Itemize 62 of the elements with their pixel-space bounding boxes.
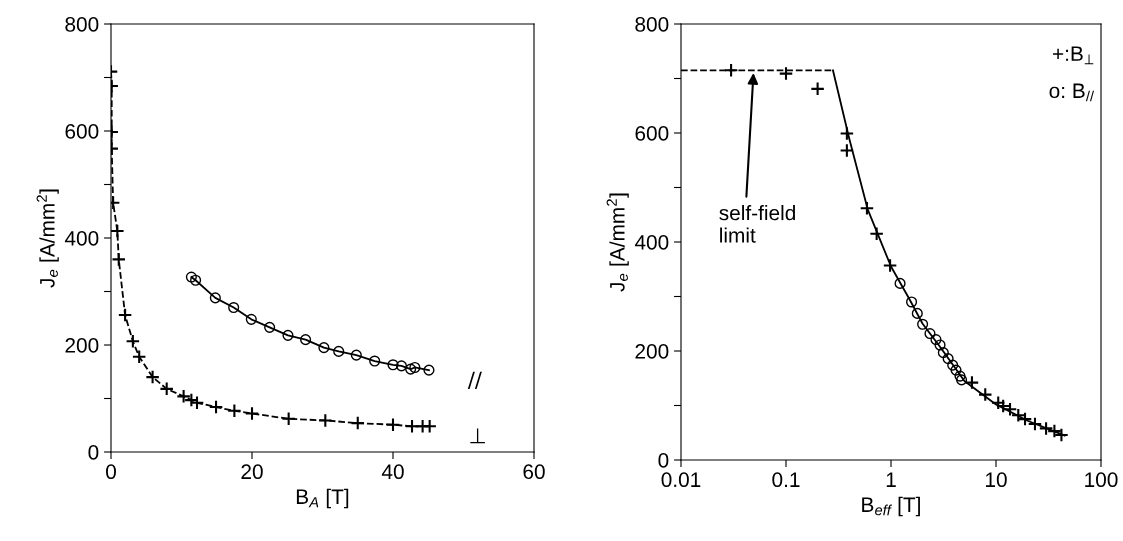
point: [117, 307, 133, 323]
point: [131, 349, 147, 365]
point: [387, 359, 399, 371]
y-tick-label: 0: [88, 445, 99, 460]
point: [125, 333, 141, 349]
annotation: +:B$_{⊥}$: [1053, 46, 1094, 65]
x-axis-title: B$_{eff}$ [T]: [862, 496, 920, 517]
y-tick-label: 400: [634, 235, 669, 250]
point: [208, 399, 224, 415]
point: [318, 342, 330, 354]
point: [227, 403, 242, 419]
point: [190, 274, 202, 286]
x-tick-label: 0.1: [772, 472, 800, 488]
point: [318, 413, 333, 428]
y-tick-label: 800: [65, 17, 99, 32]
y-axis-title: J$_{e}$ [A/mm$^{2}$]: [36, 189, 59, 288]
point: [423, 364, 435, 376]
point: [264, 321, 276, 333]
series-label: ⊥: [470, 428, 485, 444]
point: [385, 417, 401, 433]
x-tick-label: 100: [1085, 472, 1118, 488]
x-tick-label: 40: [381, 464, 404, 480]
x-tick-label: 60: [523, 464, 545, 480]
series-label: //: [467, 371, 482, 389]
x-tick-label: 20: [241, 464, 263, 480]
point: [145, 369, 160, 385]
x-tick-label: 0.01: [661, 472, 701, 488]
y-axis-title: J$_{e}$ [A/mm$^{2}$]: [606, 193, 629, 292]
x-axis-title: B$_{A}$ [T]: [296, 488, 349, 509]
point: [405, 363, 417, 375]
y-tick-label: 200: [635, 344, 669, 359]
point: [300, 334, 312, 346]
annotation: self-field limit: [719, 204, 795, 243]
point: [350, 415, 366, 431]
point: [189, 395, 205, 411]
point: [209, 292, 221, 304]
point: [245, 313, 257, 325]
point: [422, 419, 437, 434]
point: [282, 329, 294, 341]
x-tick-label: 1: [886, 472, 896, 487]
point: [185, 271, 197, 283]
point: [244, 406, 260, 421]
point: [409, 361, 421, 374]
y-tick-label: 0: [658, 453, 669, 468]
x-tick-label: 0: [106, 464, 116, 480]
y-tick-label: 800: [635, 17, 669, 32]
y-tick-label: 600: [635, 126, 669, 141]
point: [369, 355, 381, 367]
y-tick-label: 600: [65, 124, 99, 139]
point: [395, 360, 408, 372]
point: [111, 223, 125, 239]
point: [281, 411, 296, 427]
point: [111, 252, 127, 267]
point: [333, 345, 345, 357]
point: [176, 389, 191, 404]
x-tick-label: 10: [986, 472, 1007, 488]
annotation: o: B$_{//}$: [1049, 83, 1095, 102]
y-tick-label: 200: [65, 338, 99, 353]
point: [159, 381, 174, 397]
point: [228, 301, 240, 314]
point: [350, 349, 362, 361]
y-tick-label: 400: [64, 231, 99, 246]
